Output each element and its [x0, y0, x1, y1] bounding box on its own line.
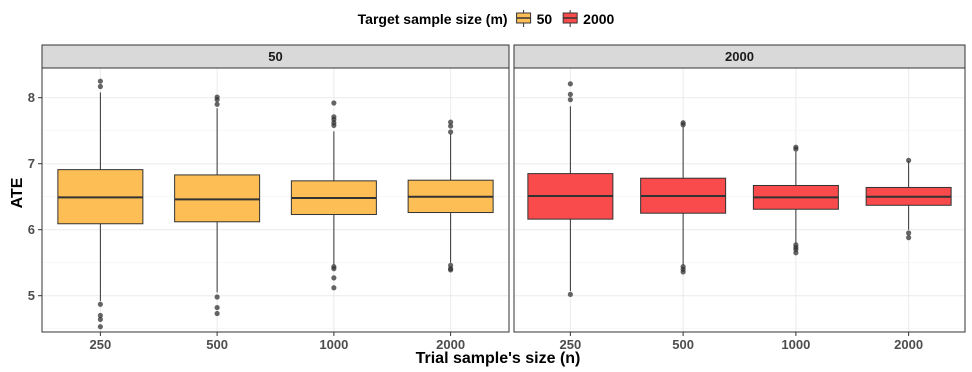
x-tick-label: 2000	[894, 337, 923, 352]
outlier-point	[680, 122, 686, 128]
x-tick-label: 2000	[436, 337, 465, 352]
outlier-point	[214, 97, 220, 103]
outlier-point	[97, 312, 103, 319]
outlier-point	[97, 301, 103, 307]
x-tick-label: 500	[206, 337, 228, 352]
outlier-point	[97, 324, 103, 330]
legend-label: 50	[537, 11, 553, 27]
box-2000-250	[527, 81, 614, 297]
x-tick-label: 500	[672, 337, 694, 352]
box-50-2000	[407, 119, 494, 273]
box-50-250	[57, 78, 144, 330]
x-axis-title: Trial sample's size (n)	[416, 350, 581, 367]
box-50-500	[174, 94, 261, 317]
legend-key	[562, 10, 578, 27]
panel-50: 50 250 500 1000 2000 5 6 7 8	[28, 44, 510, 352]
outlier-point	[214, 310, 220, 317]
box-50-1000	[290, 100, 377, 291]
x-tick-label: 1000	[319, 337, 348, 352]
outlier-point	[906, 230, 912, 236]
outlier-point	[793, 250, 799, 256]
outlier-point	[680, 269, 686, 275]
y-axis-title: ATE	[9, 177, 26, 208]
legend-key	[516, 10, 532, 27]
outlier-point	[567, 81, 573, 87]
outlier-point	[448, 267, 454, 273]
outlier-point	[906, 235, 912, 241]
outlier-point	[331, 266, 337, 272]
panel-2000: 2000 250 500 1000 2000	[513, 44, 966, 352]
outlier-point	[906, 157, 912, 163]
legend: Target sample size (m) 50 2000	[358, 10, 615, 27]
panels: 50 250 500 1000 2000 5 6 7 8 2000 250 500 1000 2000	[28, 44, 966, 352]
y-tick-label: 5	[28, 288, 35, 303]
y-tick-label: 7	[28, 156, 35, 171]
legend-items: 50 2000	[516, 10, 615, 27]
x-tick-label: 1000	[781, 337, 810, 352]
x-tick-label: 250	[560, 337, 582, 352]
y-tick-label: 8	[28, 90, 35, 105]
legend-title: Target sample size (m)	[358, 11, 508, 27]
panel-border	[41, 67, 510, 333]
outlier-point	[214, 294, 220, 300]
x-tick-label: 250	[90, 337, 112, 352]
outlier-point	[567, 291, 573, 297]
legend-item-50: 50	[516, 10, 553, 27]
outlier-point	[331, 122, 337, 129]
outlier-point	[448, 129, 454, 135]
facet-strip-label: 50	[268, 49, 282, 64]
outlier-point	[448, 123, 454, 129]
outlier-point	[331, 100, 337, 106]
outlier-point	[448, 119, 454, 125]
outlier-point	[793, 146, 799, 152]
outlier-point	[567, 91, 573, 97]
legend-item-2000: 2000	[562, 10, 615, 27]
outlier-point	[97, 83, 103, 90]
panel-border	[513, 67, 966, 333]
outlier-point	[214, 101, 220, 107]
outlier-point	[331, 275, 337, 281]
outlier-point	[97, 316, 103, 323]
y-tick-label: 6	[28, 222, 35, 237]
outlier-point	[97, 78, 103, 84]
box-2000-500	[640, 120, 727, 275]
outlier-point	[214, 304, 220, 311]
legend-label: 2000	[583, 11, 614, 27]
outlier-point	[331, 285, 337, 291]
facet-strip-label: 2000	[725, 49, 754, 64]
outlier-point	[567, 97, 573, 103]
box-2000-1000	[752, 144, 839, 256]
box-2000-2000	[865, 157, 952, 241]
